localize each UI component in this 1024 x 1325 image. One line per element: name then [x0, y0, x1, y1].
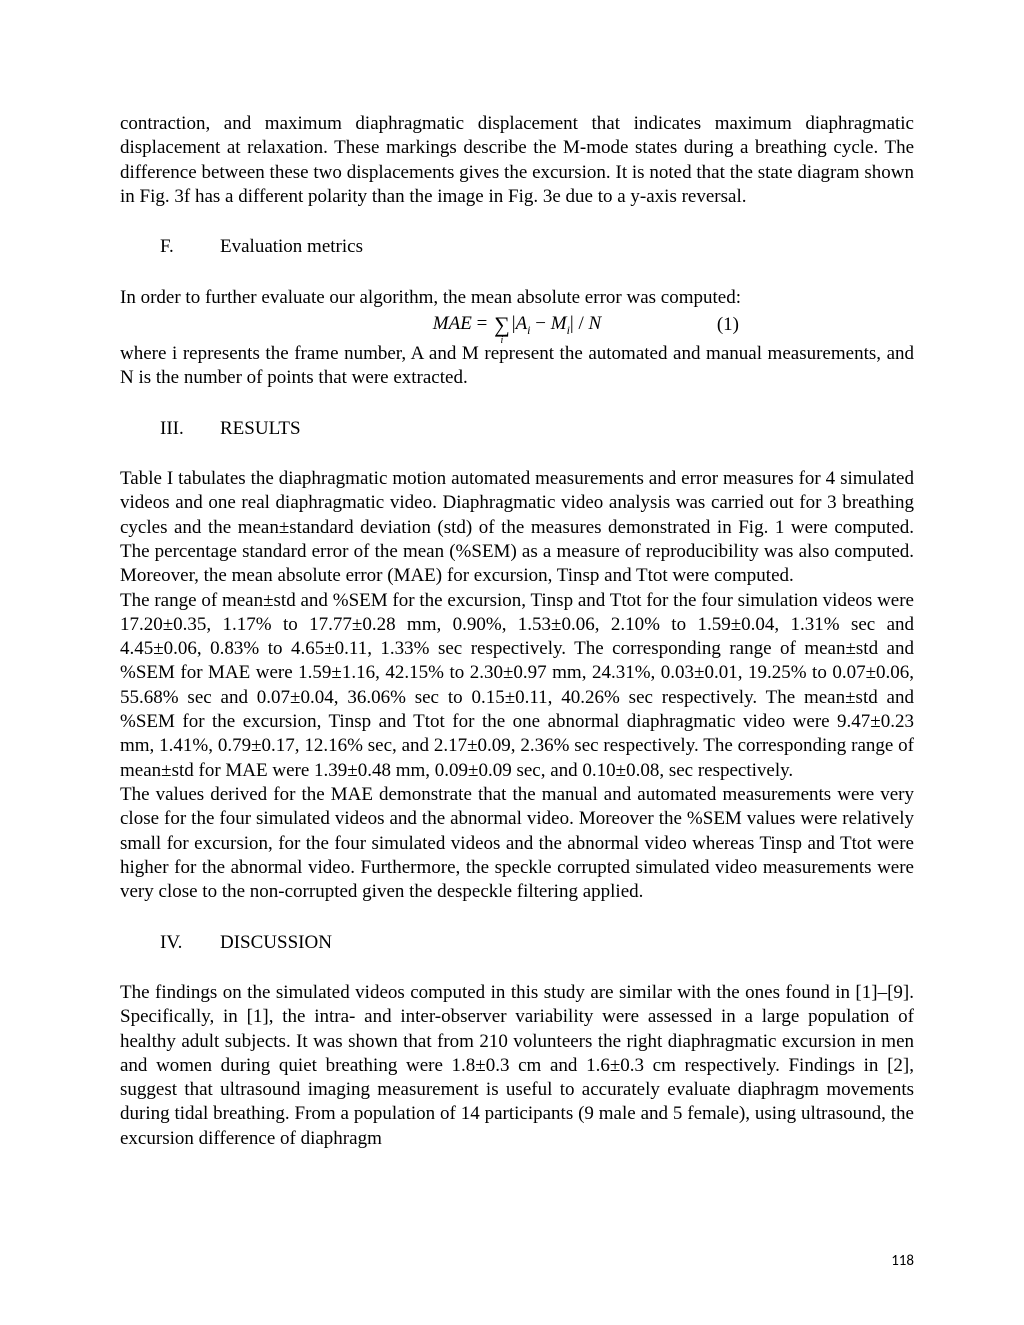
- intro-paragraph: contraction, and maximum diaphragmatic d…: [120, 112, 914, 209]
- sigma-icon: ∑i: [494, 314, 510, 336]
- sum-lower: i: [501, 336, 504, 346]
- mae-equation: MAE = ∑i|Ai − Mi| / N: [433, 312, 601, 338]
- equation-1: MAE = ∑i|Ai − Mi| / N (1): [120, 312, 914, 338]
- evaluation-intro: In order to further evaluate our algorit…: [120, 286, 914, 310]
- eq-equals: =: [472, 313, 492, 334]
- eq-A: A: [516, 313, 528, 334]
- eq-minus: −: [531, 313, 551, 334]
- eq-N: N: [589, 313, 602, 334]
- page-number: 118: [891, 1252, 914, 1271]
- section-iii-title: RESULTS: [220, 417, 301, 441]
- eq-M: M: [551, 313, 567, 334]
- eq-over: /: [574, 313, 589, 334]
- results-p3: The values derived for the MAE demonstra…: [120, 783, 914, 905]
- equation-number: (1): [717, 313, 739, 337]
- section-iv-title: DISCUSSION: [220, 931, 332, 955]
- section-iv-label: IV.: [160, 931, 220, 955]
- section-f-title: Evaluation metrics: [220, 235, 363, 259]
- section-iii-heading: III. RESULTS: [120, 417, 914, 441]
- section-iv-heading: IV. DISCUSSION: [120, 931, 914, 955]
- section-f-label: F.: [160, 235, 220, 259]
- page-content: contraction, and maximum diaphragmatic d…: [120, 112, 914, 1151]
- section-iii-label: III.: [160, 417, 220, 441]
- discussion-p1: The findings on the simulated videos com…: [120, 981, 914, 1151]
- results-p1: Table I tabulates the diaphragmatic moti…: [120, 467, 914, 589]
- section-f-heading: F. Evaluation metrics: [120, 235, 914, 259]
- results-p2: The range of mean±std and %SEM for the e…: [120, 589, 914, 784]
- eq-lhs: MAE: [433, 313, 472, 334]
- evaluation-after: where i represents the frame number, A a…: [120, 342, 914, 391]
